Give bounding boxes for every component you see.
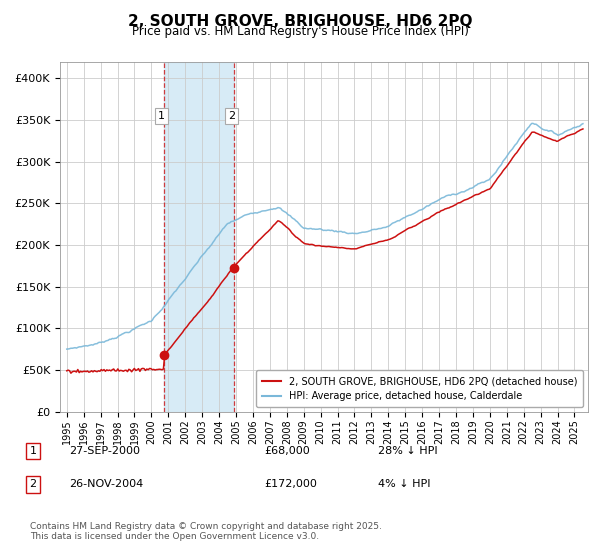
Text: 1: 1 (158, 111, 165, 121)
Text: Price paid vs. HM Land Registry's House Price Index (HPI): Price paid vs. HM Land Registry's House … (131, 25, 469, 38)
Text: 26-NOV-2004: 26-NOV-2004 (69, 479, 143, 489)
Text: £68,000: £68,000 (264, 446, 310, 456)
Bar (164, 62, 235, 412)
Text: £172,000: £172,000 (264, 479, 317, 489)
Text: 2: 2 (228, 111, 235, 121)
Text: 28% ↓ HPI: 28% ↓ HPI (378, 446, 437, 456)
Text: Contains HM Land Registry data © Crown copyright and database right 2025.
This d: Contains HM Land Registry data © Crown c… (30, 522, 382, 542)
Text: 1: 1 (29, 446, 37, 456)
Text: 27-SEP-2000: 27-SEP-2000 (69, 446, 140, 456)
Text: 2: 2 (29, 479, 37, 489)
Text: 2, SOUTH GROVE, BRIGHOUSE, HD6 2PQ: 2, SOUTH GROVE, BRIGHOUSE, HD6 2PQ (128, 14, 472, 29)
Legend: 2, SOUTH GROVE, BRIGHOUSE, HD6 2PQ (detached house), HPI: Average price, detache: 2, SOUTH GROVE, BRIGHOUSE, HD6 2PQ (deta… (256, 370, 583, 407)
Text: 4% ↓ HPI: 4% ↓ HPI (378, 479, 431, 489)
